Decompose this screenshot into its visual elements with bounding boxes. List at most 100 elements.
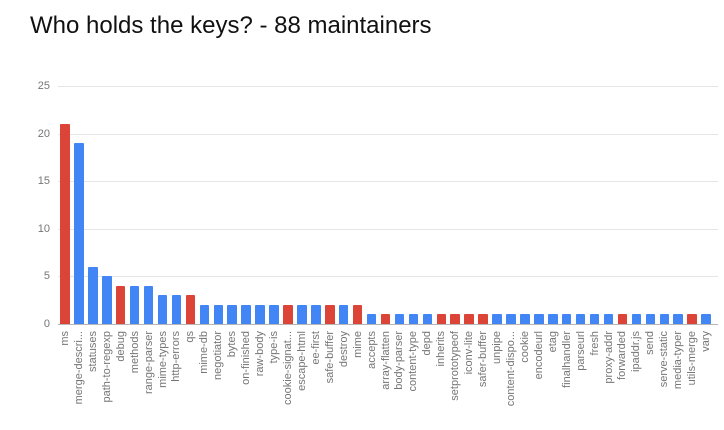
bar-setprototypeof[interactable] [450,314,460,324]
x-axis-label: setprototypeof [449,331,462,401]
bar-iconv-lite[interactable] [464,314,474,324]
bar-encodeurl[interactable] [534,314,544,324]
bar-send[interactable] [645,314,656,324]
bar-ipaddr.js[interactable] [631,314,642,324]
bar-body-parser[interactable] [394,314,405,324]
x-axis-label: unpipe [491,331,504,365]
bar-serve-static[interactable] [659,314,670,324]
bar-array-flatten[interactable] [380,314,391,324]
bar-vary[interactable] [701,314,711,324]
x-axis-label: on-finished [240,331,253,385]
bar-type-is[interactable] [269,304,279,324]
bar-path-to-regexp[interactable] [102,276,112,324]
x-axis-label: range-parser [142,331,155,394]
x-axis-label-slot: cookie [518,329,532,429]
bar-qs[interactable] [185,295,196,324]
x-axis-label-slot: vary [699,329,713,429]
x-axis-label-slot: accepts [365,329,379,429]
x-axis-label: safe-buffer [323,331,336,384]
bar-slot [448,86,462,324]
bar-cookie-signat[interactable] [283,304,293,324]
x-axis-label: ms [58,331,71,346]
x-axis-label-slot: etag [546,329,560,429]
bar-bytes[interactable] [227,304,237,324]
x-axis-label-slot: unpipe [490,329,504,429]
bar-range-parser[interactable] [143,285,154,324]
x-axis-label-slot: inherits [434,329,448,429]
bar-utils-merge[interactable] [687,314,697,324]
x-axis-label: inherits [435,331,448,367]
bar-slot [434,86,448,324]
bar-fresh[interactable] [589,314,600,324]
x-axis-label-slot: on-finished [239,329,253,429]
bar-accepts[interactable] [366,314,377,324]
x-axis-label-slot: iconv-lite [462,329,476,429]
x-axis-label-slot: serve-static [657,329,671,429]
x-axis-label: forwarded [616,331,629,380]
bar-finalhandler[interactable] [561,314,572,324]
gridline [58,276,718,278]
bar-slot [183,86,197,324]
bar-proxy-addr[interactable] [603,314,614,324]
bar-media-typer[interactable] [673,314,683,324]
bar-slot [406,86,420,324]
bar-cookie[interactable] [520,314,530,324]
y-axis-tick-label: 0 [43,318,50,330]
bar-raw-body[interactable] [255,304,265,324]
x-axis-label: body-parser [393,331,406,390]
bar-statuses[interactable] [88,266,98,324]
x-axis-label-slot: content-type [406,329,420,429]
bar-slot [72,86,86,324]
bar-slot [225,86,239,324]
bar-negotiator[interactable] [213,304,224,324]
bar-mime-types[interactable] [157,295,168,324]
bar-methods[interactable] [129,285,140,324]
x-axis-label-slot: debug [114,329,128,429]
x-axis-label-slot: setprototypeof [448,329,462,429]
x-axis-label: content-type [407,331,420,392]
x-axis-label: safer-buffer [477,331,490,388]
bar-etag[interactable] [548,314,558,324]
bar-slot [602,86,616,324]
x-axis-label-slot: proxy-addr [602,329,616,429]
x-axis-label-slot: fresh [588,329,602,429]
x-axis-label: serve-static [658,331,671,388]
bar-forwarded[interactable] [617,314,628,324]
bar-slot [379,86,393,324]
bar-content-dispo[interactable] [506,314,516,324]
bar-unpipe[interactable] [492,314,502,324]
x-axis-label-slot: mime [351,329,365,429]
bar-slot [100,86,114,324]
bar-safer-buffer[interactable] [478,314,488,324]
bar-http-errors[interactable] [171,295,182,324]
x-axis-label-slot: forwarded [616,329,630,429]
x-axis-label: merge-descri... [72,331,85,405]
bar-slot [128,86,142,324]
bar-ms[interactable] [60,124,70,324]
x-axis-label: debug [114,331,127,362]
x-axis-label-slot: utils-merge [685,329,699,429]
bar-slot [267,86,281,324]
bar-depd[interactable] [422,314,433,324]
bar-on-finished[interactable] [241,304,251,324]
bar-inherits[interactable] [436,314,447,324]
bar-mime[interactable] [352,304,363,324]
bar-merge-descri[interactable] [74,143,84,324]
bar-slot [546,86,560,324]
bar-debug[interactable] [115,285,126,324]
x-axis-label: mime [351,331,364,358]
x-axis-label: accepts [365,331,378,369]
x-axis-label: proxy-addr [602,331,615,384]
bar-content-type[interactable] [408,314,419,324]
bar-safe-buffer[interactable] [325,304,335,324]
x-axis-label: utils-merge [686,331,699,386]
x-axis-label: bytes [226,331,239,358]
x-axis-label-slot: parseurl [574,329,588,429]
bar-parseurl[interactable] [575,314,586,324]
bar-escape-html[interactable] [297,304,307,324]
bar-destroy[interactable] [338,304,349,324]
bar-slot [560,86,574,324]
bar-ee-first[interactable] [311,304,321,324]
x-axis-label-slot: bytes [225,329,239,429]
bar-mime-db[interactable] [199,304,210,324]
